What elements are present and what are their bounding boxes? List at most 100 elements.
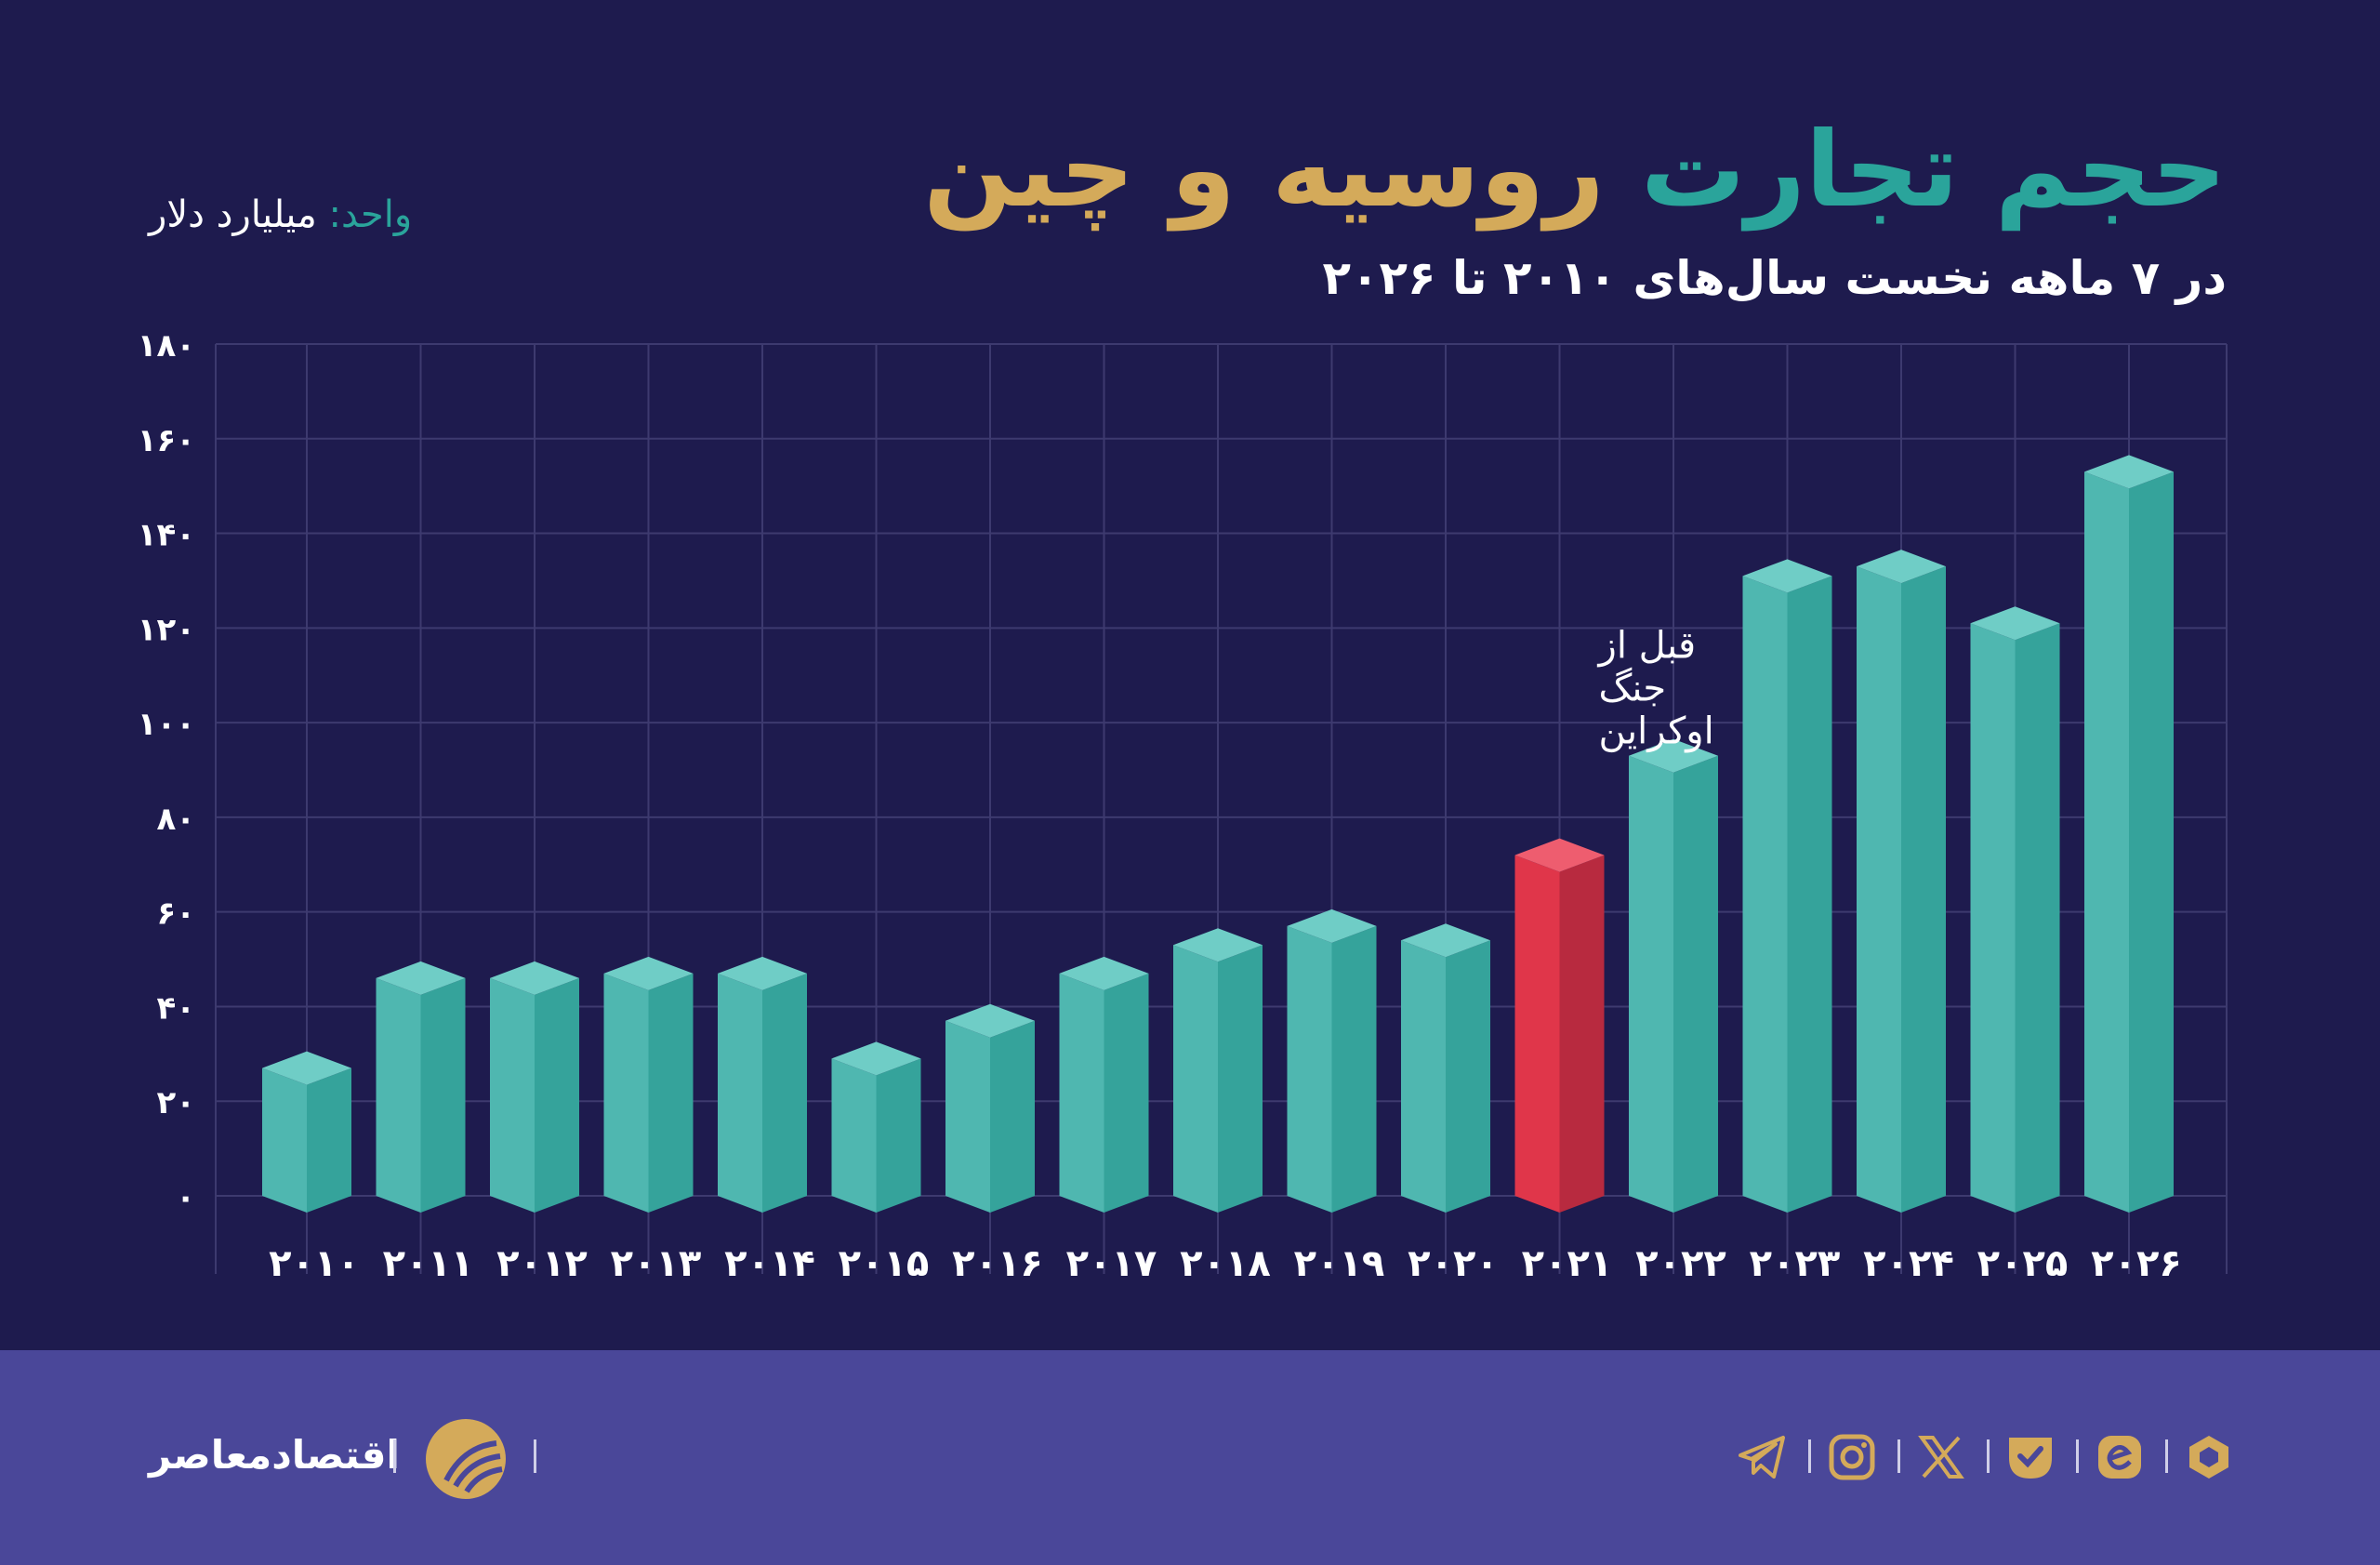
y-tick-label: ۱۶۰ [138,422,195,459]
y-tick-label: ۱۰۰ [138,706,195,743]
x-tick-label: ۲۰۱۴ [724,1242,815,1285]
x-tick-label: ۲۰۱۷ [1066,1242,1157,1285]
bar-front-face [1629,755,1673,1213]
bar-front-face [1857,566,1901,1213]
bar [718,956,807,1213]
bar-side-face [2015,623,2060,1213]
annotation-text: قبل از [1597,625,1697,668]
bar-side-face [1104,973,1149,1213]
bar [1629,738,1718,1213]
x-tick-label: ۲۰۱۰ [269,1242,360,1285]
bar [1857,550,1946,1213]
bar-side-face [1218,945,1263,1213]
icon-separator [2076,1439,2079,1473]
bar-side-face [990,1020,1035,1213]
x-tick-label: ۲۰۲۰ [1408,1242,1499,1285]
bar-front-face [831,1058,877,1213]
brand-logo-icon [426,1419,506,1499]
bar-highlighted [1514,838,1605,1213]
bar-side-face [307,1068,351,1213]
bar-side-face [876,1058,921,1213]
x-tick-label: ۲۰۲۴ [1863,1242,1954,1285]
bar-top-face [262,1051,351,1085]
bar-top-face [1173,928,1263,962]
hexagon-icon[interactable] [2182,1430,2236,1484]
bar [1287,908,1377,1213]
bar-front-face [1287,925,1332,1213]
title-part-trade-volume: حجم تجارت [1640,110,2228,231]
icon-separator [1897,1439,1900,1473]
x-tick-label: ۲۰۱۶ [952,1242,1043,1285]
bar-side-face [2129,471,2174,1213]
bar-top-face [831,1041,921,1076]
bar-top-face [1742,559,1832,593]
x-tick-label: ۲۰۲۲ [1635,1242,1726,1285]
bar [1059,956,1149,1213]
y-tick-label: ۱۲۰ [138,611,195,648]
brand-separator [393,1439,396,1473]
unit-note: واحد: میلیارد دلار [149,193,412,236]
bar-top-face [1287,908,1377,943]
x-tick-label: ۲۰۱۳ [611,1242,702,1285]
bar-front-face [945,1020,990,1213]
annotation-text: جنگ [1599,668,1667,710]
bale-icon[interactable] [2003,1430,2057,1484]
bar-side-face [1446,940,1490,1213]
bar [490,961,579,1213]
y-tick-label: ۱۴۰ [138,517,195,554]
bar-side-face [420,977,466,1213]
bar-side-face [1901,566,1946,1213]
bar-top-face [1857,550,1946,584]
instagram-icon[interactable] [1825,1430,1879,1484]
telegram-icon[interactable] [1735,1430,1789,1484]
bar [831,1041,921,1213]
bar-top-face [376,961,466,995]
bar-side-face [535,977,579,1213]
bar [603,956,694,1213]
y-tick-label: ۰ [176,1179,195,1216]
bar-front-face [2084,471,2129,1213]
bar-top-face [1401,923,1490,958]
annotation-text: اوکراین [1599,710,1714,753]
icon-separator [1987,1439,1990,1473]
bar-top-face [1970,606,2060,641]
chart-title: حجم تجارت روسیه و چین [923,110,2228,231]
x-tick-label: ۲۰۱۲ [496,1242,588,1285]
bar [376,961,466,1213]
eitaa-icon[interactable] [2093,1430,2147,1484]
bar-side-face [762,973,807,1213]
unit-value: میلیارد دلار [149,193,317,236]
footer-bar [0,1350,2380,1565]
x-tick-label: ۲۰۲۱ [1522,1242,1613,1285]
bar [945,1003,1035,1213]
title-part-russia-china: روسیه و چین [923,110,1606,231]
x-tick-label: ۲۰۱۹ [1294,1242,1385,1285]
y-tick-label: ۴۰ [156,989,195,1027]
unit-label: واحد: [328,193,413,236]
x-tick-label: ۲۰۱۱ [383,1242,474,1285]
bar [1173,928,1263,1213]
brand-separator [534,1439,536,1473]
bar-front-face [1401,940,1446,1213]
x-tick-label: ۲۰۲۳ [1750,1242,1841,1285]
bar-top-face [1629,738,1718,773]
x-tick-label: ۲۰۱۸ [1180,1242,1271,1285]
bar [1742,559,1832,1213]
bar-side-face [1331,925,1377,1213]
bar-top-face [603,956,694,990]
x-tick-label: ۲۰۱۵ [839,1242,930,1285]
bar-top-face [490,961,579,995]
bar-top-face [718,956,807,990]
bar [1970,606,2060,1213]
bar-top-face [1514,838,1605,872]
bar-front-face [1514,855,1560,1213]
bar-top-face [945,1003,1035,1038]
brand-name: اقتصادمعاصر [149,1432,400,1478]
x-icon[interactable] [1914,1430,1968,1484]
bar [1401,923,1490,1213]
bar-front-face [718,973,762,1213]
chart-subtitle: در ۷ ماهه نخست سال‌های ۲۰۱۰ تا ۲۰۲۶ [1322,251,2228,305]
x-tick-label: ۲۰۲۶ [2091,1242,2182,1285]
x-tick-label: ۲۰۲۵ [1977,1242,2069,1285]
bar-side-face [1673,755,1718,1213]
